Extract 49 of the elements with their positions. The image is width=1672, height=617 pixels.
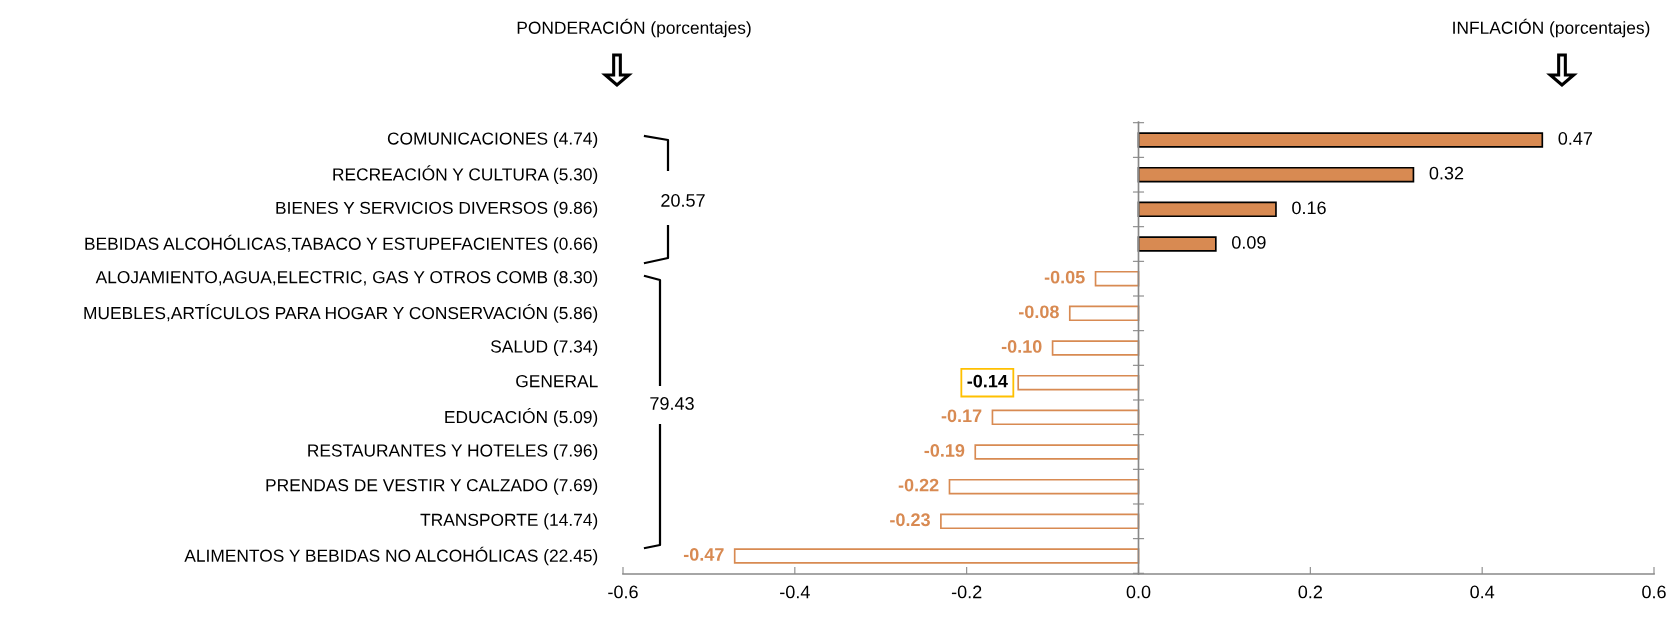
data-label: -0.22 xyxy=(898,478,939,492)
bar xyxy=(1137,132,1544,148)
x-tick-label: -0.4 xyxy=(780,585,810,599)
data-label: -0.23 xyxy=(890,513,930,527)
y-tick-label: COMUNICACIONES (4.74) xyxy=(387,131,598,149)
x-tick-label: 0.6 xyxy=(1642,585,1666,599)
y-tick-label: MUEBLES,ARTÍCULOS PARA HOGAR Y CONSERVACIÓN (5.86) xyxy=(84,304,598,323)
annotation: 20.57 xyxy=(661,194,705,207)
annotation: 79.43 xyxy=(650,397,694,410)
annotation: -0.14 xyxy=(967,374,1008,388)
data-label: -0.05 xyxy=(1044,270,1085,284)
x-tick-label: 0.0 xyxy=(1126,585,1151,599)
y-tick-label: RECREACIÓN Y CULTURA (5.30) xyxy=(333,165,598,184)
bar xyxy=(1137,201,1277,218)
y-tick-label: RESTAURANTES Y HOTELES (7.96) xyxy=(308,443,598,461)
y-tick-label: ALOJAMIENTO,AGUA,ELECTRIC, GAS Y OTROS COMB (8.30) xyxy=(95,270,598,287)
bar xyxy=(940,513,1140,530)
y-tick-label: GENERAL xyxy=(516,375,598,388)
data-label: -0.47 xyxy=(683,548,724,561)
bar xyxy=(1051,340,1140,356)
text: PONDERACIÓN (porcentajes) xyxy=(517,18,751,38)
bar xyxy=(948,478,1140,495)
bar xyxy=(733,548,1140,564)
y-tick-label: BEBIDAS ALCOHÓLICAS,TABACO Y ESTUPEFACIENTES (0.66) xyxy=(85,234,598,254)
y-tick-label: PRENDAS DE VESTIR Y CALZADO (7.69) xyxy=(266,478,598,495)
data-label: -0.19 xyxy=(924,444,965,457)
bar xyxy=(1068,305,1140,322)
data-label: 0.09 xyxy=(1232,236,1266,249)
data-label: -0.17 xyxy=(941,409,982,423)
x-tick-label: -0.2 xyxy=(951,585,982,599)
data-label: 0.47 xyxy=(1558,132,1593,145)
bar xyxy=(1094,270,1140,287)
y-tick-label: ALIMENTOS Y BEBIDAS NO ALCOHÓLICAS (22.45) xyxy=(184,546,598,566)
data-label: 0.16 xyxy=(1292,201,1326,215)
x-tick-label: -0.6 xyxy=(608,585,638,599)
y-tick-label: TRANSPORTE (14.74) xyxy=(420,513,598,530)
y-tick-label: EDUCACIÓN (5.09) xyxy=(445,407,598,427)
y-tick-label: BIENES Y SERVICIOS DIVERSOS (9.86) xyxy=(276,201,598,218)
bar xyxy=(1137,236,1217,252)
bar xyxy=(1137,166,1415,183)
x-tick-label: 0.4 xyxy=(1470,585,1495,599)
data-label: -0.08 xyxy=(1019,305,1059,319)
data-label: -0.10 xyxy=(1001,340,1042,353)
data-label: 0.32 xyxy=(1429,166,1464,180)
bar xyxy=(974,444,1140,460)
y-tick-label: SALUD (7.34) xyxy=(490,339,598,357)
x-tick-label: 0.2 xyxy=(1298,585,1322,599)
text: INFLACIÓN (porcentajes) xyxy=(1453,18,1650,38)
bar xyxy=(991,409,1140,426)
